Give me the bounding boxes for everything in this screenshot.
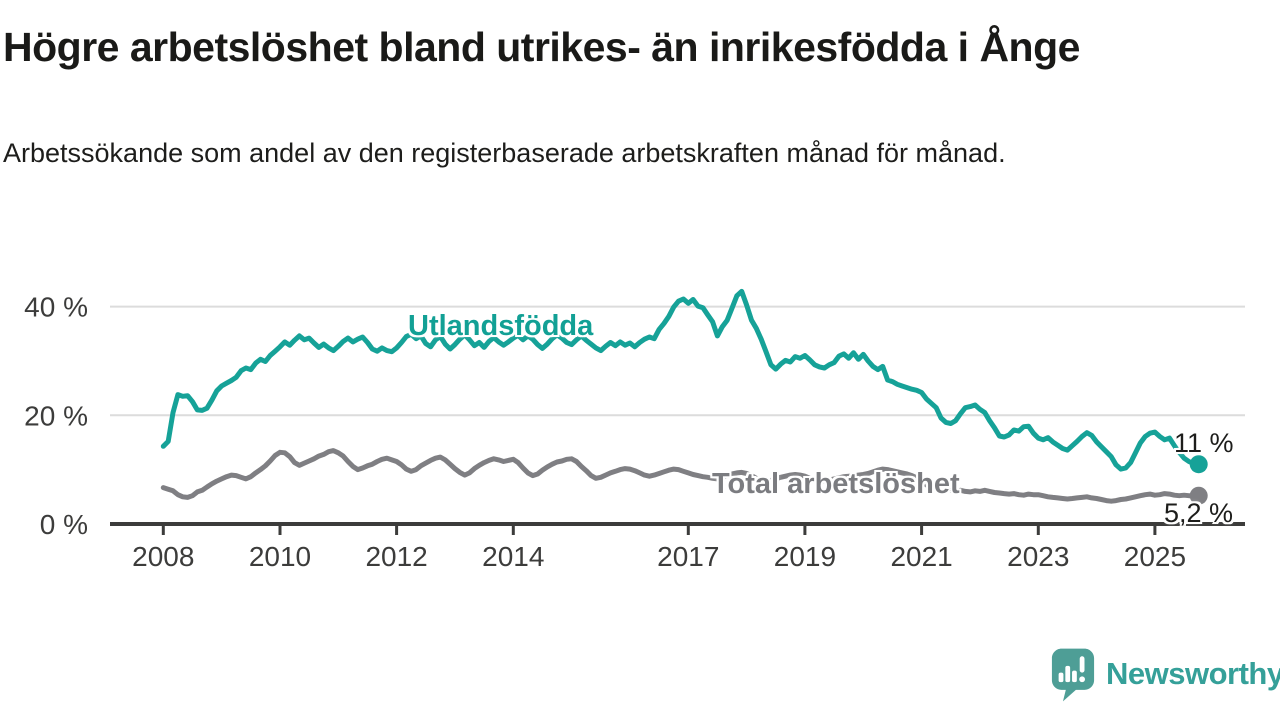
page-title: Högre arbetslöshet bland utrikes- än inr… [3, 24, 1080, 70]
x-axis-tick-label: 2021 [890, 541, 952, 572]
x-axis-tick-label: 2014 [482, 541, 544, 572]
series-line [160, 288, 1202, 472]
newsworthy-logo: Newsworthy [1050, 644, 1280, 704]
x-axis-tick-label: 2023 [1007, 541, 1069, 572]
x-axis-tick-label: 2008 [132, 541, 194, 572]
y-axis-tick-label: 40 % [24, 292, 88, 323]
x-axis-tick-label: 2012 [365, 541, 427, 572]
series-end-dot [1189, 486, 1208, 505]
y-axis-tick-label: 20 % [24, 400, 88, 431]
series-label-utlandsfodda: Utlandsfödda [408, 310, 594, 342]
newsworthy-wordmark: Newsworthy [1106, 656, 1280, 691]
chart-subtitle: Arbetssökande som andel av den registerb… [3, 138, 1006, 168]
x-axis-tick-label: 2017 [657, 541, 719, 572]
series-end-dot [1189, 455, 1208, 474]
series-line [160, 448, 1202, 504]
x-axis-tick-label: 2025 [1124, 541, 1186, 572]
newsworthy-bubble-icon [1051, 648, 1095, 701]
end-value-label-total: 5,2 % [1164, 498, 1234, 528]
series-label-total-arbetsloshet: Total arbetslöshet [712, 468, 960, 500]
y-axis-tick-label: 0 % [40, 509, 88, 540]
end-value-label-utlandsfodda: 11 % [1174, 428, 1234, 458]
x-axis-tick-label: 2010 [249, 541, 311, 572]
x-axis-tick-label: 2019 [774, 541, 836, 572]
